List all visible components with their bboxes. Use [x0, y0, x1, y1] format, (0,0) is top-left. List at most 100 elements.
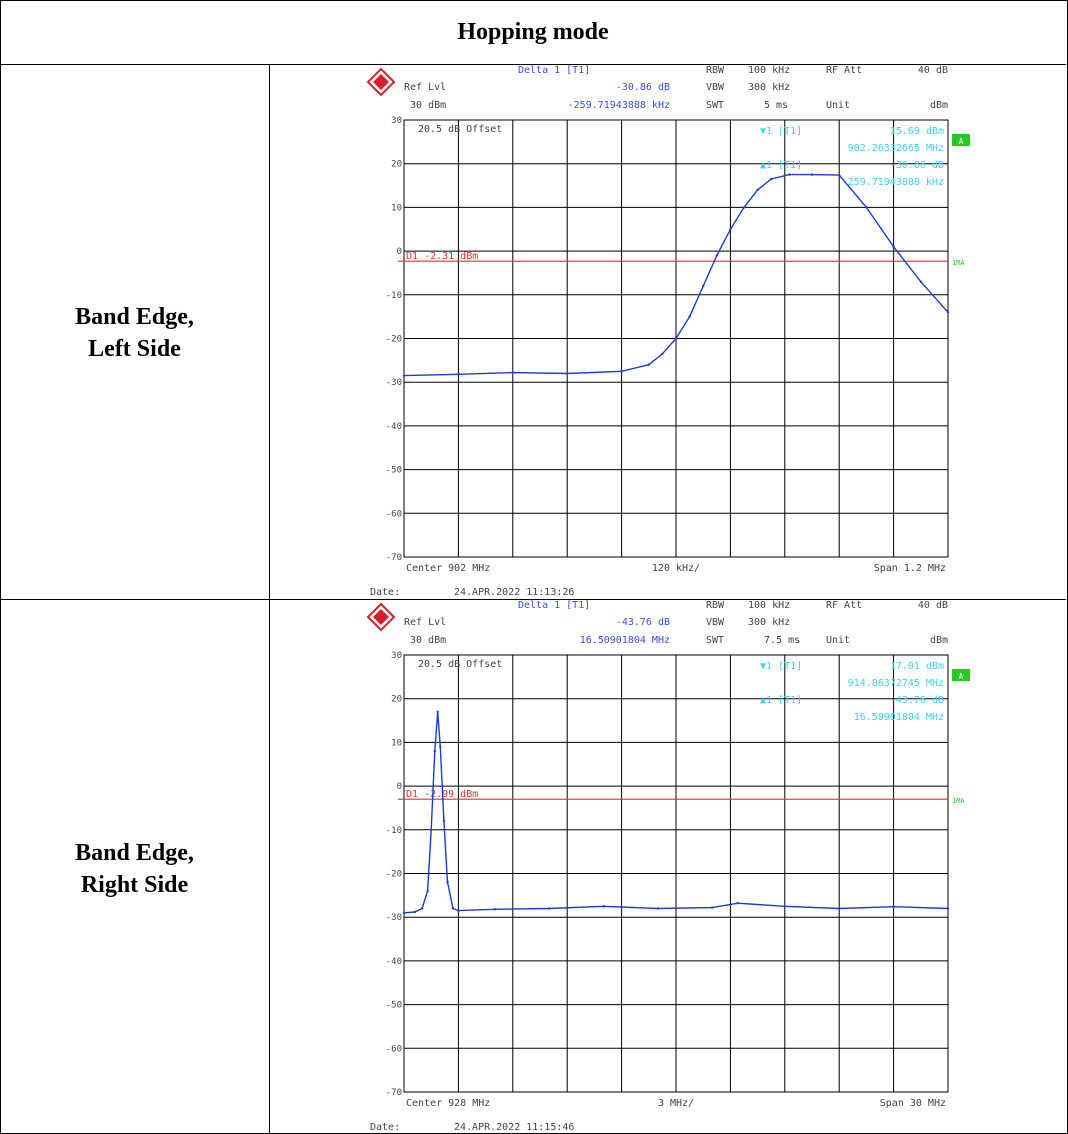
unit-value: dBm [930, 100, 948, 111]
mode-badge-bg [952, 134, 970, 146]
trace-point [661, 352, 664, 355]
rbw-value: 100 kHz [748, 65, 790, 76]
rf-att-value: 40 dB [918, 600, 948, 611]
delta-title: Delta 1 [T1] [518, 65, 590, 76]
y-tick-label: 0 [397, 782, 402, 792]
delta-marker-level: -43.76 dB [890, 695, 944, 706]
marker1-label: ▼1 [T1] [760, 126, 802, 137]
y-tick-label: 10 [391, 203, 402, 213]
trace-point [711, 906, 714, 909]
mode-badge-bg [952, 669, 970, 681]
rbw-label: RBW [706, 65, 725, 76]
trace-point [426, 889, 429, 893]
ref-lvl-label: Ref Lvl [404, 617, 446, 628]
trace-point [511, 371, 514, 374]
trace-point [742, 206, 746, 209]
delta-marker-label: ▲1 [T1] [760, 695, 802, 706]
trace-point [946, 311, 950, 314]
mode-badge: A [959, 672, 964, 681]
trace-point [919, 280, 922, 283]
center-freq: Center 928 MHz [406, 1098, 490, 1109]
trace-line [403, 711, 949, 914]
trace-label-right: 1MA [952, 259, 965, 267]
y-tick-label: -30 [386, 913, 402, 923]
trace-point [946, 907, 950, 910]
row-label-right: Band Edge, Right Side [0, 837, 269, 901]
trace-point [547, 907, 551, 910]
y-tick-label: -30 [386, 378, 402, 388]
rf-att-value: 40 dB [918, 65, 948, 76]
row-label-line2: Left Side [88, 336, 181, 362]
rs-logo-icon [366, 602, 396, 632]
row-divider [0, 599, 1066, 600]
swt-value: 5 ms [764, 100, 788, 111]
date-value: 24.APR.2022 11:13:26 [454, 587, 574, 598]
vbw-value: 300 kHz [748, 82, 790, 93]
trace-point [783, 905, 786, 908]
center-freq: Center 902 MHz [406, 563, 490, 574]
table-header: Hopping mode [0, 0, 1066, 65]
rs-logo-icon [366, 67, 396, 97]
trace-point [702, 284, 705, 288]
trace-label-right: 1MA [952, 797, 965, 805]
spectrum-plot-right: Delta 1 [T1] Ref Lvl -43.76 dB 30 dBm 16.509… [366, 600, 970, 1133]
mode-badge: A [959, 137, 964, 146]
delta-title: Delta 1 [T1] [518, 600, 590, 611]
offset-label: 20.5 dB Offset [418, 659, 502, 670]
y-tick-label: -40 [386, 422, 402, 432]
y-tick-label: 20 [391, 695, 402, 705]
rbw-label: RBW [706, 600, 725, 611]
ref-lvl-label: Ref Lvl [404, 82, 446, 93]
y-tick-label: 30 [391, 116, 402, 126]
trace-point [602, 905, 605, 908]
delta-marker-label: ▲1 [T1] [760, 160, 802, 171]
trace-point [810, 173, 814, 176]
logo-diamond-inner [373, 74, 389, 90]
vbw-value: 300 kHz [748, 617, 790, 628]
vbw-label: VBW [706, 617, 725, 628]
y-tick-label: 10 [391, 738, 402, 748]
delta-freq: 16.50901804 MHz [580, 635, 670, 646]
y-tick-label: -40 [386, 957, 402, 967]
marker1-level: 17.01 dBm [890, 661, 944, 672]
trace-point [756, 188, 759, 192]
trace-point [439, 745, 442, 748]
y-tick-label: -70 [386, 553, 402, 563]
trace-point [647, 363, 650, 366]
y-tick-label: -10 [386, 826, 402, 836]
unit-value: dBm [930, 635, 948, 646]
row-label-line1: Band Edge, [75, 304, 194, 330]
ref-lvl-value: 30 dBm [410, 100, 446, 111]
y-tick-label: -60 [386, 1044, 402, 1054]
trace-point [493, 908, 496, 911]
trace-point [770, 177, 773, 181]
trace-point [674, 337, 678, 340]
trace-point [436, 710, 439, 714]
trace-point [402, 374, 406, 377]
delta-marker-freq: 16.50901804 MHz [854, 712, 944, 723]
unit-label: Unit [826, 635, 850, 646]
marker1-level: 15.69 dBm [890, 126, 944, 137]
trace-point [736, 902, 739, 905]
spectrum-plot-left: Delta 1 [T1] Ref Lvl -30.86 dB 30 dBm -259.7… [366, 65, 970, 598]
ref-lvl-value: 30 dBm [410, 635, 446, 646]
trace-point [442, 819, 446, 823]
y-tick-label: -10 [386, 291, 402, 301]
y-tick-label: -70 [386, 1088, 402, 1098]
trace-point [656, 907, 660, 910]
row-label-left: Band Edge, Left Side [0, 301, 269, 365]
y-tick-label: 30 [391, 651, 402, 661]
marker1-freq: 914.86372745 MHz [848, 678, 944, 689]
display-line-label: D1 -2.31 dBm [406, 251, 478, 262]
date-label: Date: [370, 1122, 400, 1133]
swt-label: SWT [706, 100, 724, 111]
trace-point [729, 228, 732, 231]
span-label: Span 1.2 MHz [874, 563, 946, 574]
trace-point [457, 909, 460, 912]
freq-per-div: 120 kHz/ [652, 563, 700, 574]
date-value: 24.APR.2022 11:15:46 [454, 1122, 574, 1133]
trace-point [892, 245, 895, 248]
rf-att-label: RF Att [826, 65, 862, 76]
trace-point [688, 315, 691, 318]
delta-marker-level: -30.86 dB [890, 160, 944, 171]
